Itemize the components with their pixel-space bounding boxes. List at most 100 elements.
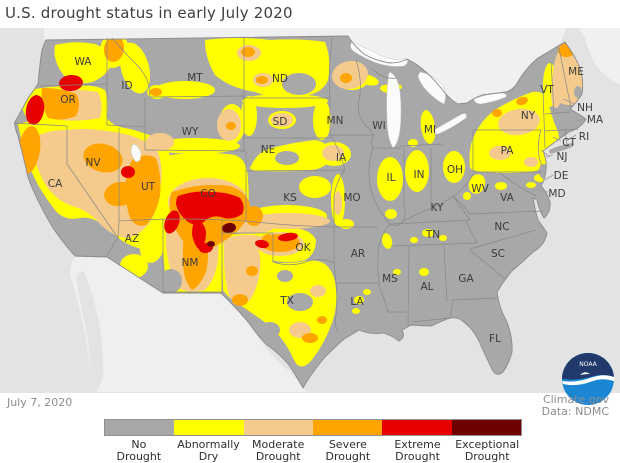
state-border: [334, 282, 339, 333]
drought-patch-D2: [317, 316, 327, 324]
legend-swatch-D0: [174, 420, 244, 435]
canada-newbrunswick: [578, 28, 620, 85]
state-border: [401, 148, 406, 223]
drought-patch-D1: [310, 285, 326, 297]
state-border: [330, 134, 346, 170]
credits: Climate.gov Data: NDMC: [542, 394, 609, 418]
state-border: [118, 218, 334, 228]
state-border: [542, 89, 546, 149]
state-label-NJ: NJ: [557, 151, 568, 163]
state-label-IL: IL: [387, 172, 396, 184]
drought-patch-D2: [41, 88, 79, 120]
drought-patch-D0: [155, 81, 215, 99]
state-label-VA: VA: [500, 192, 515, 204]
drought-patch-D0: [241, 96, 257, 136]
state-border: [550, 61, 555, 113]
state-label-NV: NV: [85, 157, 101, 169]
drought-patch-none: [574, 86, 582, 98]
canada-landmass: [44, 28, 566, 104]
state-border: [245, 169, 346, 172]
drought-patch-D0: [410, 237, 418, 243]
state-border: [272, 259, 335, 266]
state-label-OH: OH: [447, 164, 463, 176]
drought-patch-D1: [322, 145, 344, 161]
state-border: [407, 245, 410, 327]
drought-patch-D2: [150, 88, 162, 96]
lake-2: [417, 71, 446, 105]
state-label-WV: WV: [471, 183, 489, 195]
state-label-PA: PA: [501, 145, 515, 157]
state-border: [39, 83, 108, 87]
state-label-CA: CA: [48, 178, 63, 190]
state-label-MD: MD: [548, 188, 565, 200]
state-label-LA: LA: [350, 296, 364, 308]
state-label-MI: MI: [424, 124, 436, 136]
legend-label-none: No Drought: [116, 438, 162, 463]
state-border: [355, 59, 374, 136]
drought-patch-D2: [246, 266, 258, 276]
mexico-landmass: [70, 257, 306, 392]
state-border: [449, 297, 498, 319]
state-border: [117, 221, 120, 239]
state-border: [465, 220, 478, 244]
legend-labels: No Drought Abnormally Dry Moderate Drought Sev…: [104, 439, 522, 463]
label-leader-line: [545, 154, 554, 158]
noaa-logo-icon: NOAA: [562, 353, 614, 405]
drought-patch-none: [277, 270, 293, 282]
legend-label-D2: Severe Drought: [325, 438, 371, 463]
credit-data: Data: NDMC: [541, 405, 609, 418]
state-border: [429, 173, 474, 210]
state-label-MN: MN: [327, 115, 344, 127]
state-border: [333, 261, 337, 284]
state-border: [377, 223, 391, 313]
drought-patch-D3: [59, 74, 83, 92]
state-label-AL: AL: [420, 281, 433, 293]
state-border: [411, 317, 451, 323]
us-drought-map: WA OR CA ID NV UT AZ MT WY CO NM ND SD NE KS OK TX MN IA MO…: [0, 28, 620, 393]
drought-patch-D0: [385, 209, 397, 219]
label-leader-line: [552, 136, 562, 142]
drought-patch-D0: [420, 110, 436, 144]
state-border: [389, 221, 403, 226]
drought-patch-D0: [419, 268, 429, 276]
drought-patch-D2: [232, 294, 248, 306]
state-border: [443, 244, 448, 303]
drought-patch-D1: [271, 113, 293, 127]
drought-patch-D0: [526, 182, 536, 188]
state-border: [149, 95, 245, 98]
drought-patch-D0: [405, 150, 429, 192]
state-label-NM: NM: [182, 257, 199, 269]
label-leader-line: [565, 134, 577, 142]
state-label-NY: NY: [521, 110, 536, 122]
drought-patch-D2: [103, 36, 125, 62]
drought-patch-D1: [223, 240, 261, 304]
state-border: [371, 67, 397, 79]
legend-swatch-D3: [382, 420, 452, 435]
state-border: [452, 195, 471, 215]
legend-label-D4: Exceptional Drought: [455, 438, 520, 463]
drought-patch-D2: [241, 47, 255, 57]
state-border: [368, 147, 391, 225]
state-label-WY: WY: [182, 126, 199, 138]
state-border: [452, 195, 471, 221]
drought-patch-D0: [468, 174, 486, 194]
legend-swatch-D2: [312, 420, 383, 435]
legend-color-bar: [104, 419, 522, 436]
map-date: July 7, 2020: [7, 396, 73, 409]
drought-patch-D0: [299, 176, 331, 198]
drought-patch-D4: [222, 222, 236, 234]
drought-patch-D0: [443, 151, 465, 183]
state-border: [537, 129, 543, 167]
state-label-WI: WI: [372, 120, 385, 132]
legend-label-D3: Extreme Drought: [394, 438, 441, 463]
drought-patch-D0: [381, 233, 393, 249]
state-label-FL: FL: [489, 333, 501, 345]
state-label-KY: KY: [431, 202, 445, 214]
legend-swatch-none: [105, 420, 175, 435]
drought-patch-D3: [164, 210, 180, 234]
state-label-NE: NE: [261, 144, 276, 156]
state-border: [13, 122, 68, 127]
drought-patch-D1: [498, 108, 540, 136]
state-border: [469, 229, 537, 250]
